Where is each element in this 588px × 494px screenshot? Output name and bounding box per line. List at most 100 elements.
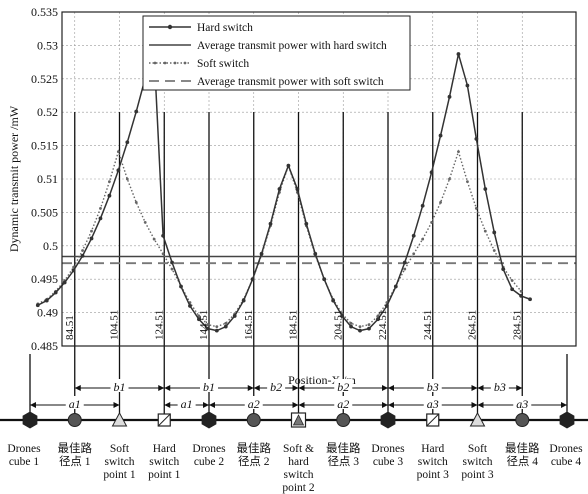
a-segment-label: a2 <box>337 397 349 411</box>
hard-switch-point <box>501 267 506 272</box>
route-marker-label: point 1 <box>148 469 181 481</box>
a-segment-label: a1 <box>69 397 81 411</box>
route-marker-label: cube 4 <box>551 456 582 468</box>
route-marker-label: point 3 <box>461 469 494 481</box>
b-segment-label: b2 <box>337 380 349 394</box>
b-segment-arrow-right <box>382 385 388 391</box>
soft-switch-point <box>90 229 93 233</box>
hard-switch-point <box>322 277 327 282</box>
y-tick-labels: 0.485 0.49 0.495 0.5 0.505 0.51 0.515 0.52 0.525… <box>31 5 58 353</box>
b-segment-label: b1 <box>114 380 126 394</box>
hard-switch-point <box>197 317 201 322</box>
b-segment-label-bg <box>110 379 129 392</box>
hard-switch-point <box>89 236 94 241</box>
combined-switch-marker-triangle <box>292 414 305 426</box>
x-tick-label: 104.51 <box>109 310 121 340</box>
soft-switch-point <box>206 323 210 327</box>
soft-switch-marker <box>469 411 486 427</box>
route-marker-label: Drones <box>192 443 226 455</box>
soft-switch-point <box>430 221 434 224</box>
x-tick-label: 264.51 <box>467 310 479 340</box>
soft-switch-point <box>448 177 451 181</box>
soft-switch-point <box>510 279 514 282</box>
waypoint-marker <box>67 413 82 427</box>
soft-switch-point <box>108 180 111 184</box>
a-segment-arrow-left <box>477 402 484 408</box>
route-marker-label: Hard <box>153 443 176 455</box>
soft-switch-point <box>403 267 407 271</box>
hard-switch-point <box>44 298 49 303</box>
hard-switch-point <box>223 324 228 329</box>
b-segment-arrow-right <box>247 385 254 391</box>
hard-switch-point <box>277 187 282 191</box>
soft-switch-point <box>483 229 487 233</box>
route-marker-label: switch <box>418 456 448 468</box>
b-segment-arrow-left <box>477 385 484 391</box>
series-lines <box>35 52 532 333</box>
soft-switch-point <box>474 206 478 210</box>
route-marker-label: 最佳路 <box>237 441 272 455</box>
hard-switch-point <box>179 284 183 289</box>
soft-switch-point <box>116 150 120 154</box>
x-tick-label: 164.51 <box>243 310 255 340</box>
legend-marker-soft <box>173 61 177 65</box>
hard-switch-point <box>483 187 488 191</box>
hard-switch-point <box>71 268 76 273</box>
route-marker-label: cube 2 <box>194 456 225 468</box>
route-marker-label: point 3 <box>417 469 450 481</box>
hard-switch-point <box>358 328 362 333</box>
legend-entry: Hard switch <box>197 22 253 34</box>
legend-marker-soft <box>153 61 157 65</box>
x-tick-label: 284.51 <box>511 310 523 340</box>
hard-switch-point <box>465 83 470 88</box>
b-segment-label-bg <box>267 379 286 392</box>
hard-switch-point <box>214 328 219 333</box>
y-tick-label: 0.495 <box>31 272 58 286</box>
a-segment-arrow-right <box>471 402 478 408</box>
soft-switch-point <box>81 249 84 252</box>
b-segment-arrow-left <box>164 385 171 391</box>
hard-switch-point <box>438 133 443 138</box>
soft-switch-point <box>134 200 138 204</box>
hard-switch-point <box>340 314 345 318</box>
waypoint-marker <box>246 413 261 427</box>
route-marker-label: Soft & <box>283 443 314 455</box>
route-marker-label: Drones <box>549 443 583 455</box>
soft-switch-point <box>457 150 460 154</box>
a-segment-arrow-left <box>30 402 36 408</box>
b-segment-label-bg <box>334 379 353 392</box>
soft-switch-point <box>376 314 380 318</box>
drone-cube-marker <box>559 411 575 429</box>
x-tick-label: 224.51 <box>377 310 389 340</box>
hard-switch-point <box>205 326 210 331</box>
b-segment-arrow-left <box>74 385 81 391</box>
a-segment-arrow-left <box>164 402 171 408</box>
hard-switch-point <box>80 253 85 258</box>
soft-switch-point <box>492 249 496 252</box>
hard-switch-point <box>116 168 121 173</box>
drone-cube-marker <box>201 411 217 429</box>
hard-switch-marker-slash <box>426 413 440 427</box>
soft-switch-point <box>421 237 425 241</box>
hard-switch-point <box>304 221 309 226</box>
hard-switch-point <box>98 216 103 221</box>
a-segment-arrow-left <box>388 402 394 408</box>
b-segment-arrow-left <box>253 385 260 391</box>
hard-switch-point <box>241 298 246 303</box>
route-marker-label: Drones <box>371 443 405 455</box>
legend-box <box>142 15 411 91</box>
x-tick-label: 204.51 <box>332 310 344 340</box>
y-tick-label: 0.49 <box>37 306 58 320</box>
route-marker-label: 径点 1 <box>59 455 91 468</box>
y-tick-label: 0.485 <box>31 339 58 353</box>
x-tick-label: 84.51 <box>64 315 76 340</box>
route-marker-label: switch <box>149 456 179 468</box>
hard-switch-point <box>402 260 407 265</box>
soft-switch-point <box>215 325 219 329</box>
x-tick-label: 244.51 <box>422 310 434 340</box>
b-segment-label: b3 <box>427 380 439 394</box>
legend-marker-hard <box>167 24 173 30</box>
hard-switch-point <box>134 109 139 114</box>
hard-switch-point <box>170 260 174 265</box>
